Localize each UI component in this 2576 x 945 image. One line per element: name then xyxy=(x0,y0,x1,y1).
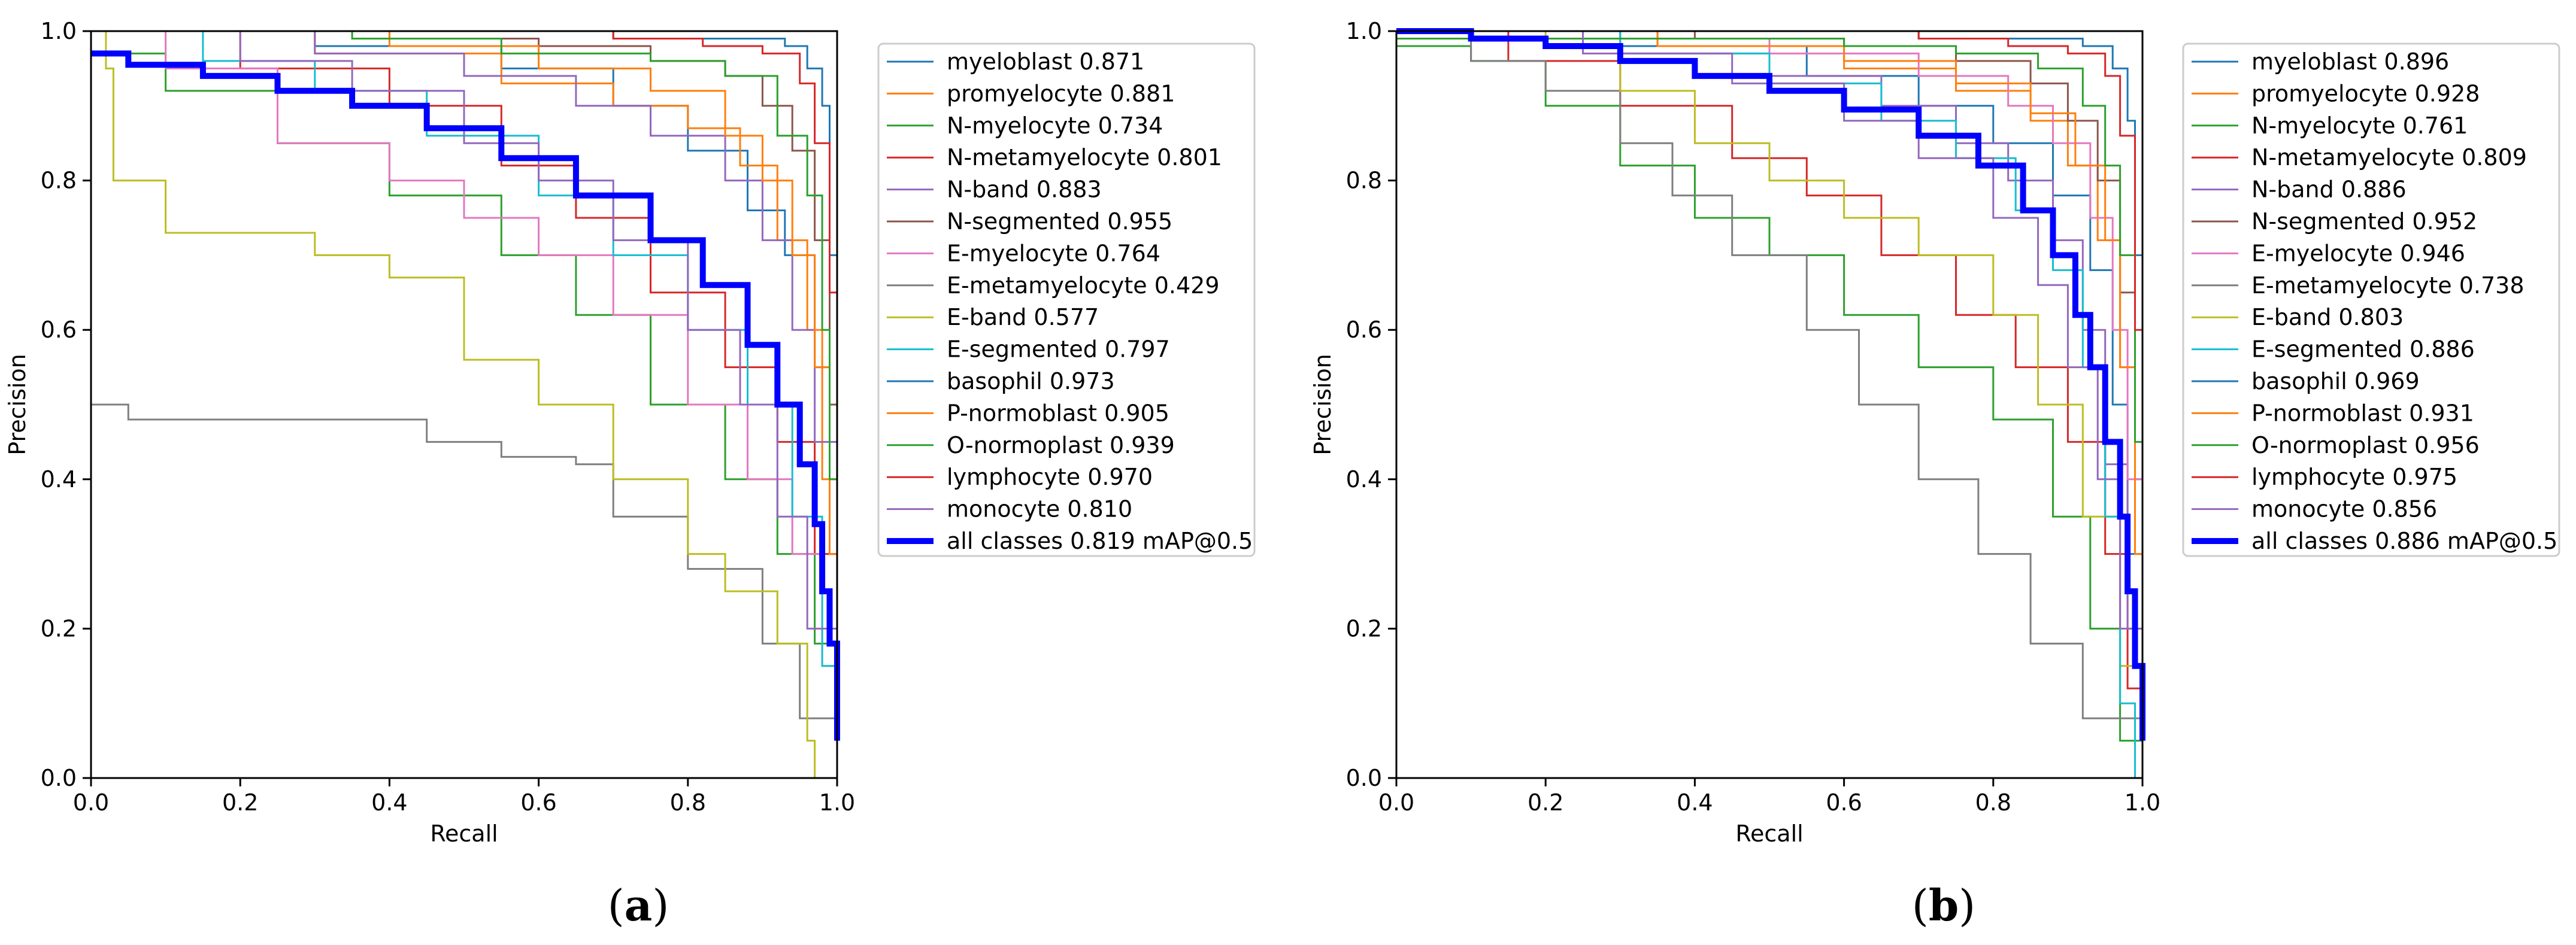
y-tick-label: 0.0 xyxy=(41,765,77,791)
legend-box xyxy=(877,42,1256,557)
legend-label: E-myelocyte 0.764 xyxy=(947,240,1160,266)
series-line-all-classes xyxy=(91,50,840,741)
legend-label: E-metamyelocyte 0.738 xyxy=(2251,272,2525,299)
legend-label: O-normoplast 0.939 xyxy=(947,432,1175,458)
legend: myeloblast 0.896 promyelocyte 0.928 N-myel… xyxy=(2182,42,2560,557)
legend-label: E-segmented 0.797 xyxy=(947,336,1170,363)
legend-label: promyelocyte 0.881 xyxy=(947,80,1175,107)
y-tick-label: 0.2 xyxy=(1346,615,1382,642)
legend-label: E-band 0.803 xyxy=(2251,304,2404,330)
legend-label: N-metamyelocyte 0.801 xyxy=(947,144,1222,171)
x-tick-label: 0.0 xyxy=(1378,789,1414,816)
legend-label: N-band 0.886 xyxy=(2251,177,2407,203)
legend-label: basophil 0.973 xyxy=(947,368,1115,394)
legend-label: monocyte 0.810 xyxy=(947,496,1132,522)
legend-label: N-myelocyte 0.734 xyxy=(947,113,1163,139)
series-line-O-normoplast xyxy=(91,30,838,666)
legend-label: E-metamyelocyte 0.429 xyxy=(947,272,1220,299)
series-line-E-band xyxy=(91,30,816,778)
x-tick-label: 1.0 xyxy=(2125,789,2160,816)
legend-label: P-normoblast 0.905 xyxy=(947,400,1169,426)
axes-frame xyxy=(90,30,838,779)
y-tick-label: 0.8 xyxy=(41,168,77,194)
legend-box xyxy=(2182,42,2560,557)
y-axis-label: Precision xyxy=(4,354,31,455)
series-line-lymphocyte xyxy=(1396,30,2144,629)
x-tick-label: 0.8 xyxy=(1975,789,2011,816)
panel-a: 0.0 0.2 0.4 0.6 0.8 1.0 0.0 0.2 0.4 0.6 0.8 1.0 Reca… xyxy=(4,18,1256,931)
y-tick-label: 0.4 xyxy=(1346,466,1382,493)
legend: myeloblast 0.871 promyelocyte 0.881 N-myel… xyxy=(877,42,1256,557)
legend-label: E-segmented 0.886 xyxy=(2251,336,2475,363)
legend-label: P-normoblast 0.931 xyxy=(2251,400,2474,426)
x-tick-label: 0.4 xyxy=(1677,789,1713,816)
legend-label: all classes 0.819 mAP@0.5 xyxy=(947,528,1253,554)
legend-label: lymphocyte 0.970 xyxy=(947,464,1153,490)
legend-label: O-normoplast 0.956 xyxy=(2251,432,2480,458)
legend-label: N-metamyelocyte 0.809 xyxy=(2251,144,2527,171)
legend-label: basophil 0.969 xyxy=(2251,368,2420,394)
y-tick-label: 0.2 xyxy=(41,615,77,642)
x-axis-label: Recall xyxy=(430,821,498,847)
legend-label: monocyte 0.856 xyxy=(2251,496,2437,522)
y-tick-label: 0.6 xyxy=(41,317,77,343)
legend-label: N-segmented 0.955 xyxy=(947,208,1172,235)
legend-label: N-segmented 0.952 xyxy=(2251,208,2477,235)
x-tick-label: 0.8 xyxy=(670,789,706,816)
x-tick-label: 0.4 xyxy=(371,789,407,816)
legend-label: myeloblast 0.896 xyxy=(2251,48,2449,75)
panel-label: (b) xyxy=(1912,880,1976,931)
legend-label: E-myelocyte 0.946 xyxy=(2251,240,2465,266)
x-tick-label: 0.6 xyxy=(1826,789,1862,816)
legend-label: N-myelocyte 0.761 xyxy=(2251,113,2468,139)
series-line-lymphocyte xyxy=(91,30,838,591)
legend-label: all classes 0.886 mAP@0.5 xyxy=(2251,528,2557,554)
y-tick-label: 0.0 xyxy=(1346,765,1382,791)
series-line-monocyte xyxy=(1396,30,2144,741)
x-axis-label: Recall xyxy=(1735,821,1803,847)
panel-b: 0.0 0.2 0.4 0.6 0.8 1.0 0.0 0.2 0.4 0.6 0.8 1.0 Reca… xyxy=(1310,18,2560,931)
x-tick-label: 0.6 xyxy=(520,789,556,816)
series-group xyxy=(1396,28,2145,778)
legend-label: promyelocyte 0.928 xyxy=(2251,80,2480,107)
y-tick-label: 1.0 xyxy=(1346,18,1382,44)
legend-label: lymphocyte 0.975 xyxy=(2251,464,2457,490)
x-tick-label: 0.2 xyxy=(222,789,258,816)
series-line-E-band xyxy=(1396,30,2144,741)
y-tick-label: 0.6 xyxy=(1346,317,1382,343)
panel-label: (a) xyxy=(608,880,669,931)
x-tick-label: 0.0 xyxy=(73,789,109,816)
x-tick-label: 1.0 xyxy=(819,789,855,816)
series-line-E-segmented xyxy=(1396,30,2136,778)
y-tick-label: 1.0 xyxy=(41,18,77,44)
x-tick-label: 0.2 xyxy=(1528,789,1563,816)
series-line-N-myelocyte xyxy=(1396,45,2144,778)
axes-frame xyxy=(1395,30,2144,779)
y-axis-label: Precision xyxy=(1310,354,1336,455)
series-line-all-classes xyxy=(1396,28,2145,741)
y-tick-label: 0.4 xyxy=(41,466,77,493)
legend-label: myeloblast 0.871 xyxy=(947,48,1144,75)
series-line-E-metamyelocyte xyxy=(1396,30,2144,763)
legend-label: N-band 0.883 xyxy=(947,177,1102,203)
legend-label: E-band 0.577 xyxy=(947,304,1099,330)
y-tick-label: 0.8 xyxy=(1346,168,1382,194)
series-line-monocyte xyxy=(91,30,838,741)
series-group xyxy=(91,30,840,778)
